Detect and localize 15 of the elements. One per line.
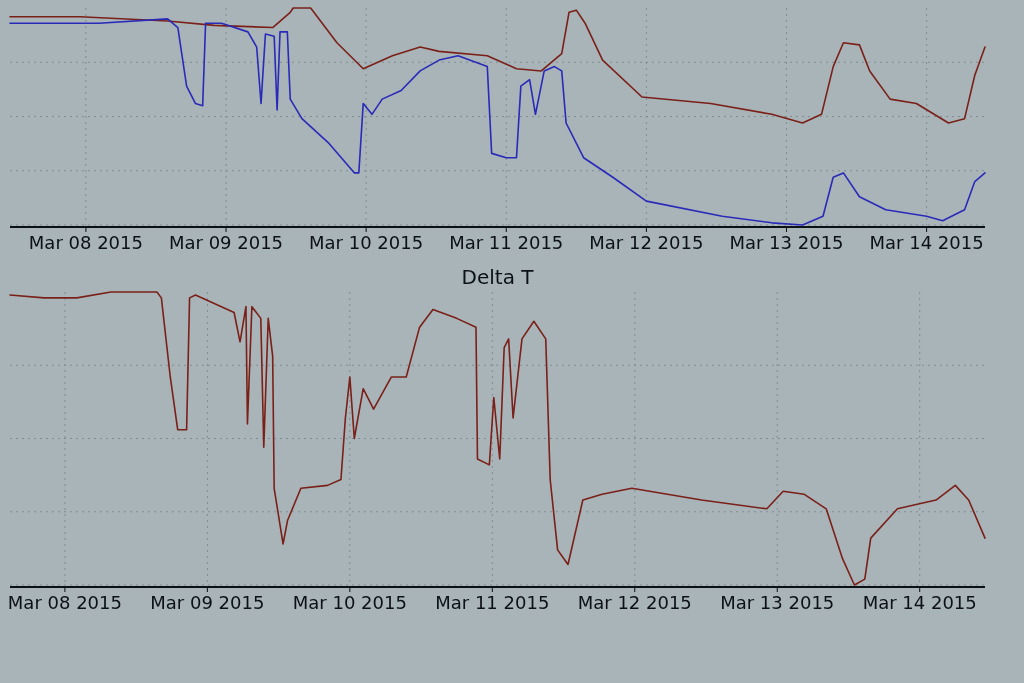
x-tick-label: Mar 08 2015 — [28, 232, 143, 253]
x-tick-label: Mar 08 2015 — [7, 592, 122, 613]
x-tick-label: Mar 14 2015 — [869, 232, 984, 253]
x-tick-label: Mar 12 2015 — [589, 232, 704, 253]
x-tick-label: Mar 14 2015 — [862, 592, 977, 613]
x-tick-label: Mar 09 2015 — [168, 232, 284, 253]
x-tick-label: Mar 12 2015 — [577, 592, 692, 613]
x-tick-label: Mar 11 2015 — [449, 232, 564, 253]
chart-title: Delta T — [461, 265, 535, 289]
x-tick-label: Mar 10 2015 — [309, 232, 424, 253]
x-tick-label: Mar 13 2015 — [729, 232, 844, 253]
x-tick-label: Mar 11 2015 — [435, 592, 550, 613]
x-tick-label: Mar 13 2015 — [720, 592, 835, 613]
x-tick-label: Mar 10 2015 — [292, 592, 407, 613]
x-tick-label: Mar 09 2015 — [150, 592, 265, 613]
